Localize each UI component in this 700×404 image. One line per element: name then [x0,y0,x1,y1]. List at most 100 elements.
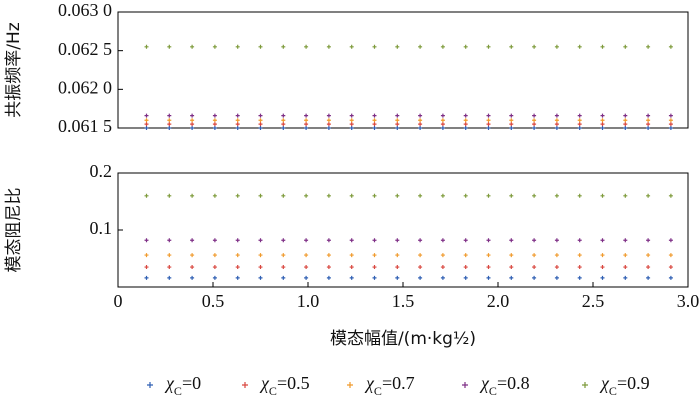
data-point [326,122,331,127]
data-point [463,122,468,127]
data-point [190,265,195,270]
data-point [258,265,263,270]
data-point [281,253,286,258]
data-point [463,113,468,118]
data-point [372,253,377,258]
data-point [304,118,309,123]
legend-subscript: C [609,384,617,398]
data-point [440,265,445,270]
data-point [167,253,172,258]
data-point [212,265,217,270]
data-point [600,265,605,270]
data-point [258,122,263,127]
data-point [600,275,605,280]
data-point [235,118,240,123]
data-point [190,44,195,49]
y-tick-label: 0.063 0 [58,0,112,20]
data-point [532,118,537,123]
legend-label: χC=0.9 [599,373,650,398]
data-point [486,118,491,123]
data-point [304,44,309,49]
y-tick-label: 0.1 [90,218,113,238]
data-point [281,193,286,198]
data-point [623,44,628,49]
data-point [258,275,263,280]
data-point [304,122,309,127]
data-point [600,122,605,127]
data-point [463,253,468,258]
data-point [668,44,673,49]
data-point [395,118,400,123]
y-tick-label: 0.061 5 [58,116,112,136]
data-point [463,44,468,49]
legend-subscript: C [489,384,497,398]
data-point [281,118,286,123]
data-point [646,113,651,118]
data-point [326,265,331,270]
data-point [167,118,172,123]
data-point [554,113,559,118]
data-point [486,44,491,49]
legend-label: χC=0 [164,373,201,398]
data-point [554,122,559,127]
data-point [281,126,286,130]
x-axis-title: 模态幅值/(m·kg½) [330,329,476,349]
data-point [486,193,491,198]
data-point [418,126,423,130]
data-point [600,113,605,118]
data-point [668,122,673,127]
data-point [418,275,423,280]
data-point [623,122,628,127]
data-point [577,126,582,130]
data-point [509,122,514,127]
legend-marker [582,382,588,388]
data-point [532,44,537,49]
data-point [440,118,445,123]
data-point [463,193,468,198]
data-point [258,44,263,49]
data-point [532,193,537,198]
data-point [646,193,651,198]
data-point [418,118,423,123]
data-point [281,113,286,118]
data-point [212,126,217,130]
data-point [600,118,605,123]
data-point [623,193,628,198]
data-point [440,275,445,280]
data-point [623,275,628,280]
legend-rest: =0.5 [277,373,310,393]
data-point [326,126,331,130]
legend-symbol: χ [479,373,490,393]
y-tick-label: 0.062 0 [58,77,112,97]
data-point [212,275,217,280]
x-tick-label: 0 [114,291,123,311]
data-point [418,265,423,270]
data-point [646,44,651,49]
data-point [190,113,195,118]
legend-subscript: C [269,384,277,398]
data-point [212,253,217,258]
data-point [349,113,354,118]
data-point [258,253,263,258]
data-point [668,193,673,198]
data-point [167,44,172,49]
data-point [554,118,559,123]
data-point [463,238,468,243]
data-point [144,44,149,49]
data-point [304,275,309,280]
data-point [326,118,331,123]
x-tick-label: 1.0 [297,291,320,311]
data-point [235,122,240,127]
data-point [258,193,263,198]
data-point [167,122,172,127]
data-point [212,193,217,198]
data-point [349,122,354,127]
legend-label: χC=0.7 [364,373,415,398]
legend-rest: =0 [182,373,201,393]
data-point [281,122,286,127]
data-point [349,126,354,130]
data-point [577,265,582,270]
data-point [372,126,377,130]
y-tick-label: 0.2 [90,161,113,181]
data-point [646,238,651,243]
